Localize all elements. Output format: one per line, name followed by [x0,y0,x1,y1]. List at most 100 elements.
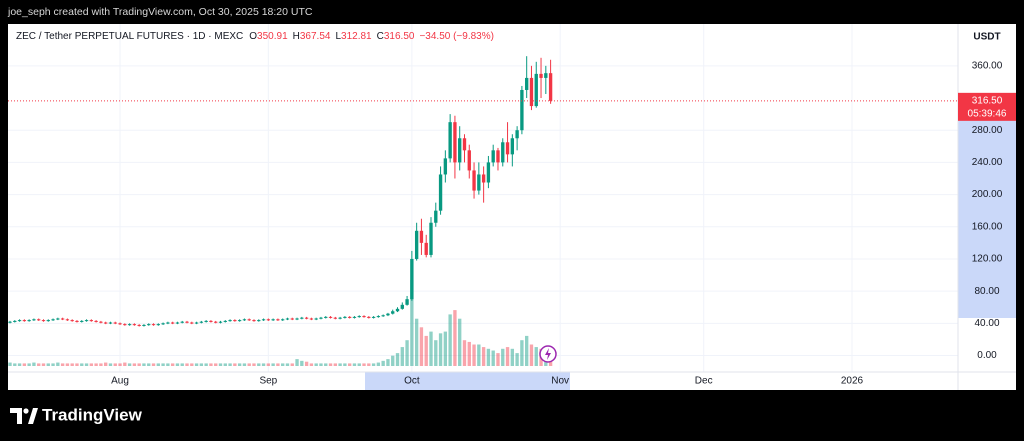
candle-body [113,322,117,324]
volume-bar [343,363,347,366]
x-tick-label: Sep [259,376,277,387]
candle-body [362,316,366,318]
volume-bar [233,363,237,366]
volume-bar [13,363,17,366]
x-tick-label: Oct [404,376,420,387]
price-tag [958,92,1016,121]
volume-bar [60,363,65,366]
volume-bar [223,363,227,366]
x-range-highlight [365,372,570,390]
candle-body [99,321,103,323]
candle-body [300,317,304,319]
volume-bar [367,363,371,366]
candle-body [13,320,17,322]
price-tag-label: 316.50 [972,95,1003,106]
candle-body [400,304,404,309]
volume-bar [276,363,280,366]
candle-body [127,324,132,326]
volume-bar [194,363,199,366]
volume-bar [142,363,146,366]
volume-bar [324,363,328,366]
x-tick-label: Aug [111,376,129,387]
volume-bar [228,363,232,366]
candle-body [166,322,170,324]
candle-body [472,170,476,191]
candle-body [319,317,323,319]
candle-body [453,122,457,163]
volume-bar [285,363,290,366]
volume-bar [309,363,314,366]
volume-bar [113,363,117,366]
volume-bar [381,360,385,366]
x-tick-label: Nov [551,376,569,387]
candle-body [70,320,74,322]
legend: ZEC / Tether PERPETUAL FUTURES · 1D · ME… [16,31,494,42]
volume-bar [400,347,404,366]
candle-body [515,130,519,139]
candle-body [37,319,41,321]
candle-body [94,320,98,322]
candle-body [414,230,419,259]
candle-body [190,322,194,324]
candle-body [75,320,79,322]
volume-bar [424,335,428,366]
y-tick-label: 0.00 [977,350,997,361]
candle-body [501,142,505,163]
volume-bar [391,355,395,366]
volume-bar [218,363,223,366]
ohlc-key: H [293,31,300,42]
volume-bar [214,363,218,366]
y-tick-label: 360.00 [972,60,1003,71]
header-text: joe_seph created with TradingView.com, O… [7,6,313,18]
volume-bar [209,363,213,366]
candle-body [104,322,108,324]
candle-body [529,77,534,107]
volume-bar [376,362,381,366]
candle-body [448,122,452,159]
candle-body [266,319,271,321]
volume-bar [510,348,515,366]
y-tick-label: 240.00 [972,157,1003,168]
volume-bar [104,362,108,366]
candle-body [486,162,491,183]
volume-bar [89,363,94,366]
candle-body [27,320,31,322]
volume-bar [156,363,160,366]
volume-bar [319,363,323,366]
candle-body [496,150,500,163]
candle-body [147,324,151,326]
candle-body [80,320,84,322]
candle-body [257,320,261,322]
volume-bar [170,363,175,366]
volume-bar [257,363,261,366]
volume-bar [496,353,500,366]
y-tick-label: 160.00 [972,221,1003,232]
candle-body [123,324,127,326]
y-tick-label: 40.00 [974,318,999,329]
volume-bar [515,353,519,366]
volume-bar [448,314,452,366]
volume-bar [108,363,113,366]
candle-body [261,319,266,321]
volume-bar [266,363,271,366]
volume-bar [80,363,84,366]
logo-dot [23,408,29,414]
candle-body [462,138,467,151]
volume-bar [386,359,390,366]
volume-bar [56,362,60,366]
candle-body [180,321,184,323]
alert-icon[interactable] [539,345,557,363]
logo-text: TradingView [42,405,143,424]
candle-body [290,318,294,320]
volume-bar [414,318,419,366]
candle-body [51,319,55,321]
candle-body [132,324,137,326]
candle-body [161,323,165,325]
candle-body [237,320,242,322]
candle-body [357,316,361,318]
volume-bar [520,340,524,366]
candle-body [223,320,227,322]
volume-bar [242,363,247,366]
candle-body [391,311,395,314]
